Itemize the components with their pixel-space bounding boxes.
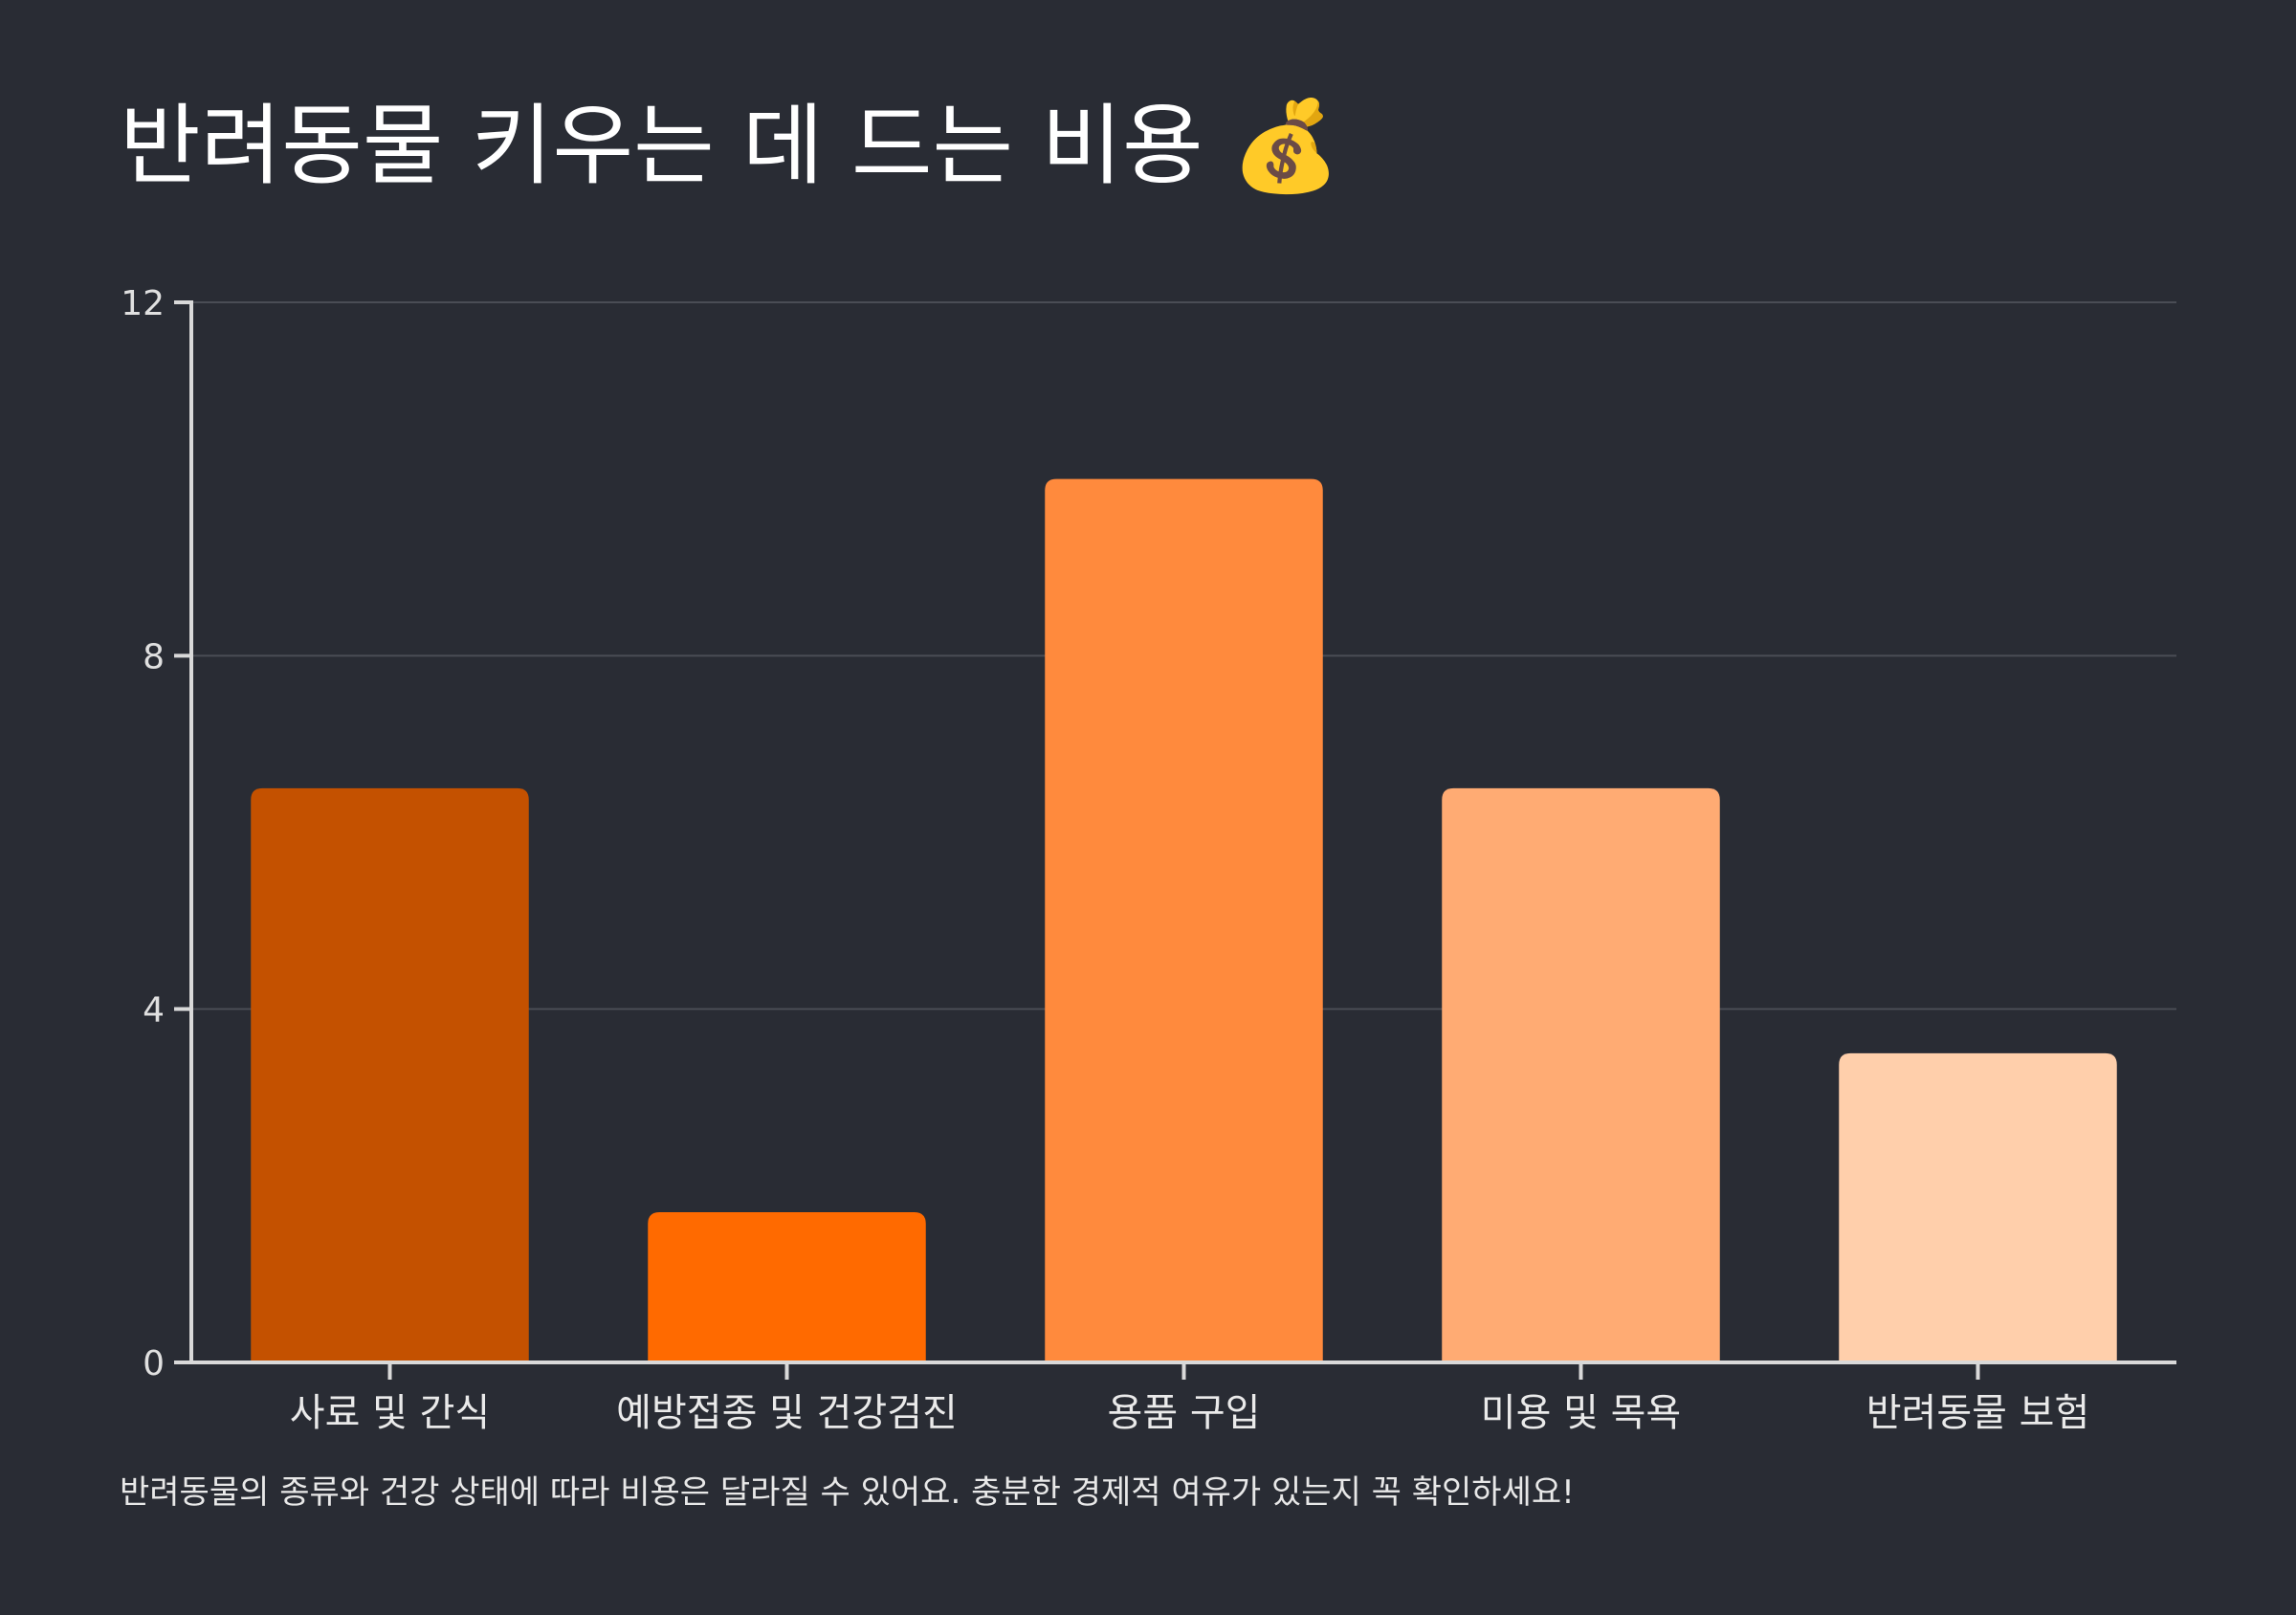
chart-title: 반려동물 키우는 데 드는 비용 💰 [120,95,1341,197]
bar-2 [648,1212,926,1362]
x-tick-label: 미용 및 목욕 [1481,1391,1681,1435]
bar-4 [1442,787,1720,1362]
x-tick-label: 용품 구입 [1108,1391,1261,1435]
bar-1 [251,787,529,1362]
footnote: 반려동물의 종류와 건강 상태에 따라 비용은 달라질 수 있어요. 충분한 경… [120,1473,1575,1512]
x-tick-label: 반려동물 보험 [1866,1391,2090,1435]
bars [251,478,2117,1363]
x-tick-label: 예방접종 및 건강검진 [616,1391,958,1435]
y-tick-label: 4 [143,991,165,1030]
y-ticks: 0 4 8 12 [121,284,191,1383]
bar-3 [1045,478,1323,1363]
y-tick-label: 0 [143,1344,165,1383]
x-ticks: 사료 및 간식 예방접종 및 건강검진 용품 구입 미용 및 목욕 반려동물 보험 [290,1362,2089,1435]
y-tick-label: 12 [121,284,165,323]
x-tick-label: 사료 및 간식 [290,1391,490,1435]
y-tick-label: 8 [143,637,165,676]
bar-5 [1839,1052,2117,1362]
